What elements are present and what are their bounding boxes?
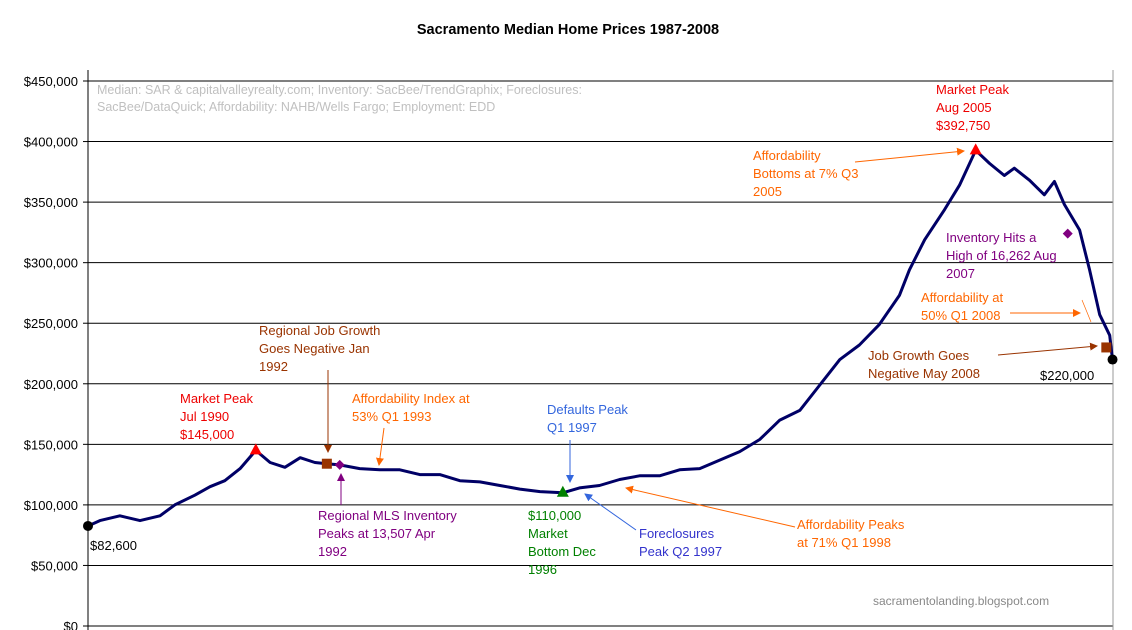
annotation-line: $392,750 (936, 118, 990, 133)
annotation-line: Q1 1997 (547, 420, 597, 435)
annotation-peak-1990: Market Peak Jul 1990 $145,000 (180, 391, 253, 442)
marker-triangle (556, 485, 569, 497)
event-markers (83, 143, 1118, 531)
annotation-line: Market Peak (180, 391, 253, 406)
annotation-peak-2005: Market Peak Aug 2005 $392,750 (936, 82, 1009, 133)
source-note-line-1: Median: SAR & capitalvalleyrealty.com; I… (97, 83, 582, 97)
annotation-line: Foreclosures (639, 526, 715, 541)
y-tick-label: $450,000 (24, 74, 78, 89)
annotation-line: Regional Job Growth (259, 323, 380, 338)
annotation-inventory-2007: Inventory Hits a High of 16,262 Aug 2007 (946, 230, 1057, 281)
y-tick-label: $200,000 (24, 377, 78, 392)
annotation-line: $110,000 (528, 508, 581, 523)
annotation-end-value: $220,000 (1040, 368, 1094, 383)
marker-square (1101, 342, 1112, 353)
annotation-line: Inventory Hits a (946, 230, 1037, 245)
annotation-line: Affordability (753, 148, 821, 163)
annotation-line: Affordability at (921, 290, 1004, 305)
annotation-line: 53% Q1 1993 (352, 409, 432, 424)
marker-circle (83, 520, 93, 531)
marker-triangle (969, 143, 982, 155)
annotation-bottom-1996: $110,000 Market Bottom Dec 1996 (528, 508, 596, 577)
arrow-job-2008 (997, 342, 1098, 356)
annotation-line: Peaks at 13,507 Apr (318, 526, 436, 541)
annotation-line: Affordability Peaks (797, 517, 905, 532)
annotation-line: Aug 2005 (936, 100, 992, 115)
annotation-job-2008: Job Growth Goes Negative May 2008 (868, 348, 980, 381)
annotation-line: 50% Q1 2008 (921, 308, 1001, 323)
y-tick-label: $150,000 (24, 437, 78, 452)
y-tick-label: $100,000 (24, 498, 78, 513)
annotation-line: Negative May 2008 (868, 366, 980, 381)
annotation-foreclosures-1997: Foreclosures Peak Q2 1997 (639, 526, 722, 559)
annotation-defaults-1997: Defaults Peak Q1 1997 (547, 402, 628, 435)
annotation-line: Peak Q2 1997 (639, 544, 722, 559)
annotation-afford-2008: Affordability at 50% Q1 2008 (921, 290, 1004, 323)
arrow-afford-1993 (375, 427, 385, 466)
marker-diamond (1062, 228, 1073, 239)
y-tick-label: $300,000 (24, 256, 78, 271)
annotation-line: Bottoms at 7% Q3 (753, 166, 859, 181)
y-tick-label: $250,000 (24, 316, 78, 331)
gridlines (88, 80, 1113, 627)
y-axis-ticks: $0 $50,000 $100,000 $150,000 $200,000 $250,00… (24, 74, 88, 630)
annotation-line: 1992 (259, 359, 288, 374)
annotation-line: Bottom Dec (528, 544, 596, 559)
annotation-line: $82,600 (90, 538, 137, 553)
annotation-line: Market Peak (936, 82, 1009, 97)
annotations: Market Peak Jul 1990 $145,000 Regional Job … (90, 82, 1094, 577)
annotation-line: Job Growth Goes (868, 348, 970, 363)
annotation-line: $145,000 (180, 427, 234, 442)
annotation-arrows (324, 147, 1098, 531)
y-tick-label: $350,000 (24, 195, 78, 210)
annotation-line: Jul 1990 (180, 409, 229, 424)
median-price-line (87, 148, 1114, 528)
annotation-job-1992: Regional Job Growth Goes Negative Jan 1992 (259, 323, 380, 374)
chart-title: Sacramento Median Home Prices 1987-2008 (417, 22, 719, 38)
annotation-line: Defaults Peak (547, 402, 628, 417)
annotation-line: High of 16,262 Aug (946, 248, 1057, 263)
annotation-afford-2005: Affordability Bottoms at 7% Q3 2005 (753, 148, 859, 199)
source-note-line-2: SacBee/DataQuick; Affordability: NAHB/We… (97, 100, 495, 114)
leader-afford-2008 (1081, 299, 1092, 323)
annotation-line: 2005 (753, 184, 782, 199)
arrow-foreclosures-1997 (584, 493, 637, 531)
annotation-line: Affordability Index at (352, 391, 470, 406)
marker-diamond (334, 459, 345, 470)
marker-triangle (249, 443, 262, 455)
y-tick-label: $400,000 (24, 135, 78, 150)
annotation-line: 2007 (946, 266, 975, 281)
annotation-line: Goes Negative Jan (259, 341, 370, 356)
annotation-line: 1996 (528, 562, 557, 577)
annotation-line: at 71% Q1 1998 (797, 535, 891, 550)
watermark: sacramentolanding.blogspot.com (873, 594, 1049, 608)
annotation-start-value: $82,600 (90, 538, 137, 553)
annotation-afford-1998: Affordability Peaks at 71% Q1 1998 (797, 517, 905, 550)
annotation-inventory-1992: Regional MLS Inventory Peaks at 13,507 Ap… (318, 508, 457, 559)
y-tick-label: $0 (64, 619, 78, 630)
arrow-afford-1998 (625, 485, 796, 528)
annotation-line: $220,000 (1040, 368, 1094, 383)
y-tick-label: $50,000 (31, 558, 78, 573)
arrow-afford-2005 (854, 147, 965, 163)
annotation-line: Market (528, 526, 568, 541)
annotation-line: 1992 (318, 544, 347, 559)
annotation-line: Regional MLS Inventory (318, 508, 457, 523)
marker-square (321, 458, 332, 469)
marker-circle (1107, 354, 1118, 365)
annotation-afford-1993: Affordability Index at 53% Q1 1993 (352, 391, 470, 424)
